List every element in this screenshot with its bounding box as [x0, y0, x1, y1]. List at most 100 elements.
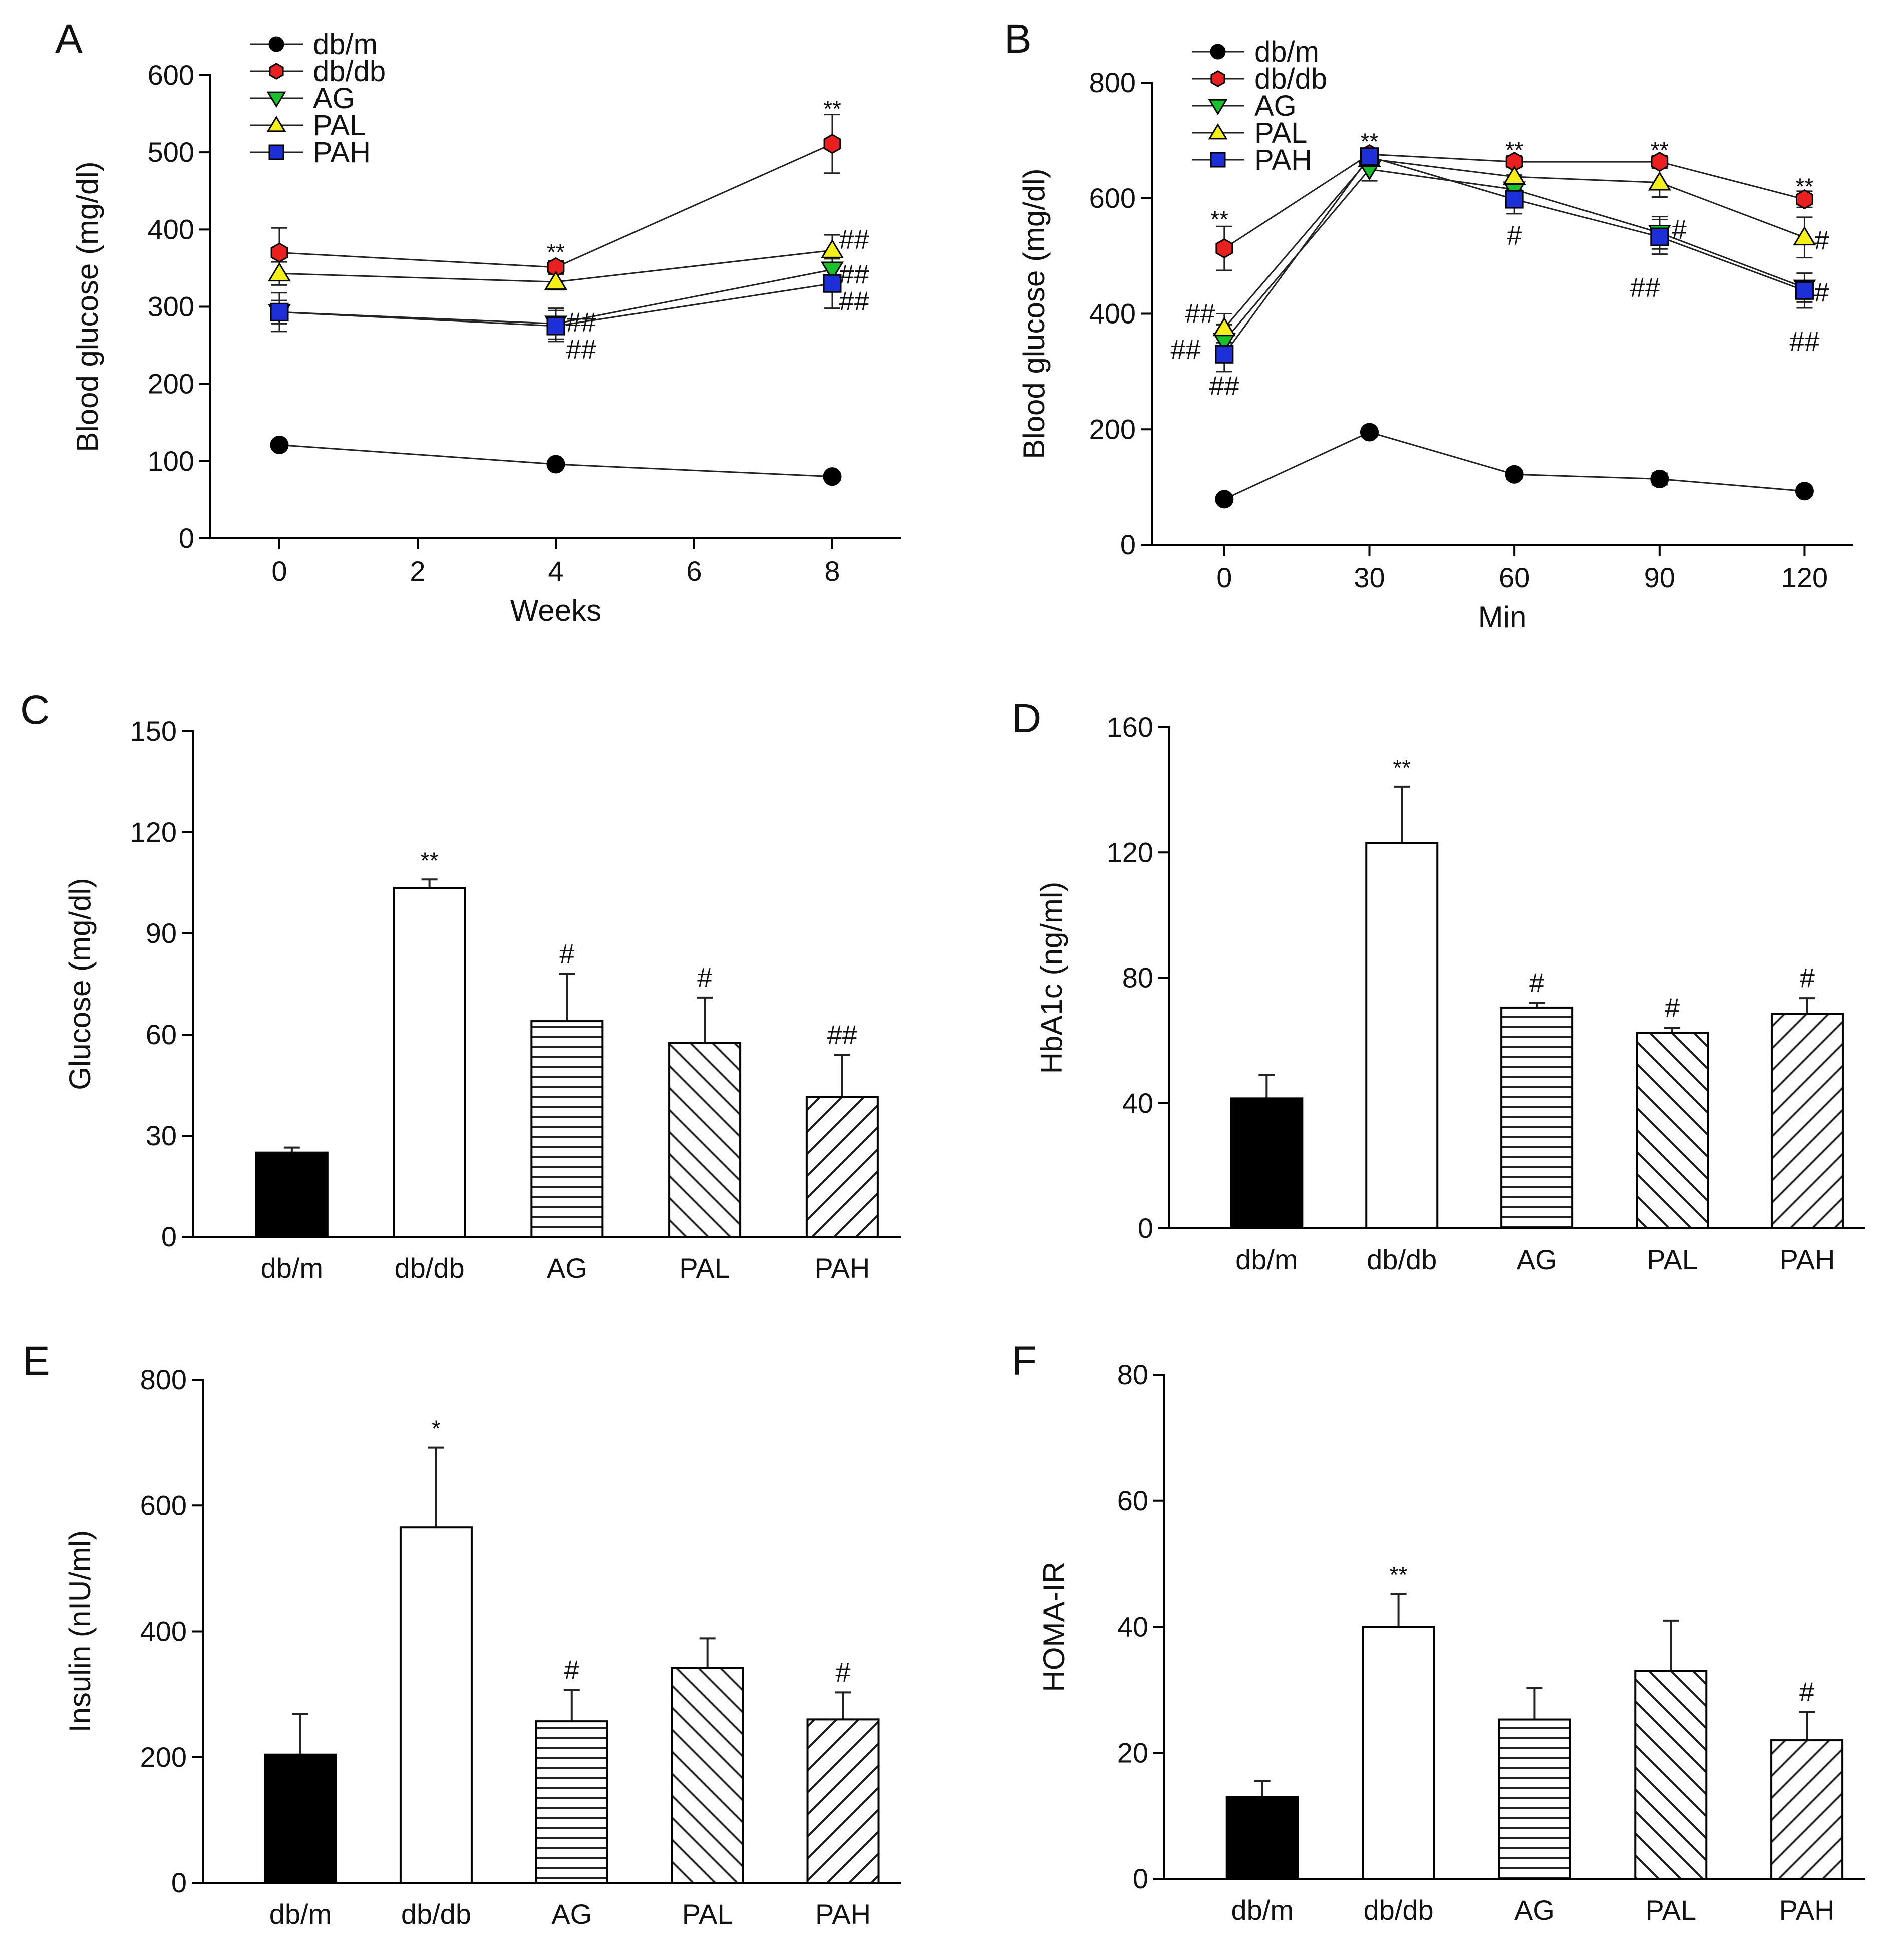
bar [1636, 1031, 1709, 1229]
x-tick-label: 90 [1644, 562, 1675, 593]
bar-group-pah: PAH # [806, 1657, 880, 1930]
significance-label: ** [547, 239, 565, 265]
data-point [820, 239, 844, 258]
bar-group-pah: PAH # [1770, 963, 1844, 1275]
y-tick-label: 150 [130, 715, 177, 747]
significance-label: ** [1390, 1562, 1408, 1588]
bar [1365, 842, 1439, 1229]
legend-marker [1208, 123, 1228, 140]
significance-label: # [1814, 225, 1829, 255]
x-tick-label: db/m [1235, 1244, 1298, 1275]
bar-group-pah: PAH ## [805, 1020, 879, 1284]
significance-label: # [1799, 1677, 1814, 1707]
data-point [820, 261, 844, 281]
markers-db-m [270, 435, 842, 486]
bar-group-db-m: db/m [264, 1713, 338, 1930]
bar [255, 1151, 329, 1238]
y-axis-title: HOMA-IR [1037, 1562, 1071, 1692]
y-axis-title: Glucose (mg/dl) [63, 878, 97, 1090]
bar-group-pal: PAL # [1636, 993, 1709, 1275]
y-tick-label: 160 [1107, 711, 1153, 743]
y-tick-label: 0 [1138, 1212, 1153, 1244]
legend-label: AG [313, 82, 355, 115]
bar-group-ag: AG # [530, 939, 604, 1284]
y-tick-label: 0 [1120, 529, 1136, 560]
data-point [1796, 189, 1813, 210]
x-tick-label: 6 [686, 555, 702, 587]
legend-entry-pal: PAL [1192, 117, 1307, 149]
bar-group-db-db: db/db ** [1362, 1562, 1435, 1926]
y-tick-label: 20 [1117, 1737, 1148, 1768]
bar [668, 1042, 742, 1238]
y-tick-label: 60 [1117, 1485, 1148, 1516]
bar-group-pal: PAL [1634, 1619, 1708, 1926]
bar [393, 887, 466, 1238]
significance-label: ** [823, 96, 841, 122]
panel-letter: C [20, 687, 50, 733]
significance-label: ** [421, 847, 439, 873]
y-tick-label: 40 [1122, 1087, 1153, 1119]
data-point [1212, 316, 1236, 337]
y-tick-label: 120 [130, 816, 177, 848]
x-tick-label: 0 [1216, 562, 1232, 593]
bar [1634, 1670, 1708, 1880]
chart-panel-f: F 0 20 40 60 80 HOMA-IR db/m db/db ** AG PAL PAH # [1012, 1338, 1865, 1926]
x-tick-label: PAL [1645, 1894, 1696, 1926]
markers-pal [267, 239, 844, 290]
x-tick-label: 0 [271, 555, 287, 587]
y-tick-label: 600 [1089, 182, 1136, 214]
bar [1770, 1013, 1844, 1230]
legend-label: PAH [313, 136, 371, 169]
data-point [267, 262, 291, 282]
significance-label: # [1665, 993, 1680, 1023]
legend-marker [1210, 70, 1225, 87]
legend-marker [268, 144, 284, 160]
y-axis-title: Insulin (nIU/ml) [63, 1530, 97, 1732]
y-tick-label: 40 [1117, 1611, 1148, 1643]
bar [1362, 1626, 1435, 1880]
legend-entry-db-m: db/m [250, 28, 378, 61]
x-tick-label: AG [551, 1898, 592, 1930]
legend-entry-ag: AG [1192, 90, 1297, 122]
x-tick-label: db/m [261, 1252, 324, 1284]
data-point [1650, 469, 1669, 488]
legend-marker [269, 63, 284, 80]
y-tick-label: 200 [140, 1741, 187, 1773]
x-tick-label: PAL [682, 1898, 733, 1930]
legend-marker [1208, 99, 1228, 116]
bar-group-ag: AG [1498, 1687, 1571, 1926]
panel-letter: D [1012, 696, 1041, 741]
legend-entry-db-m: db/m [1192, 36, 1319, 68]
significance-label: ** [1210, 206, 1228, 232]
data-point [1360, 147, 1379, 166]
y-tick-label: 800 [1089, 67, 1136, 98]
bar [1770, 1739, 1844, 1880]
x-tick-label: 30 [1354, 562, 1385, 593]
y-axis-title: Blood glucose (mg/dl) [1017, 168, 1051, 459]
significance-label: ## [839, 224, 869, 254]
data-point [1795, 281, 1814, 300]
data-point [1650, 227, 1669, 246]
significance-label: * [432, 1416, 441, 1442]
significance-label: ## [1209, 371, 1239, 401]
x-tick-label: 60 [1499, 562, 1530, 593]
y-tick-label: 600 [140, 1489, 187, 1521]
bar [806, 1718, 880, 1884]
bar [805, 1096, 879, 1238]
data-point [823, 274, 842, 293]
bar-group-pal: PAL [671, 1637, 744, 1930]
significance-label: ** [1361, 128, 1379, 154]
significance-label: ** [1505, 137, 1523, 163]
significance-label: ## [839, 286, 869, 316]
data-point [1505, 190, 1524, 209]
x-tick-label: db/db [1367, 1244, 1437, 1275]
bar [1225, 1796, 1299, 1880]
chart-panel-e: E 0 200 400 600 800 Insulin (nIU/ml) db/m db/db *… [23, 1338, 901, 1930]
y-axis-title: HbA1c (ng/ml) [1035, 882, 1068, 1074]
significance-label: # [1529, 968, 1544, 998]
legend-label: db/db [1254, 63, 1327, 95]
x-tick-label: PAL [679, 1252, 730, 1284]
significance-label: # [836, 1657, 851, 1687]
y-tick-label: 500 [148, 136, 194, 168]
